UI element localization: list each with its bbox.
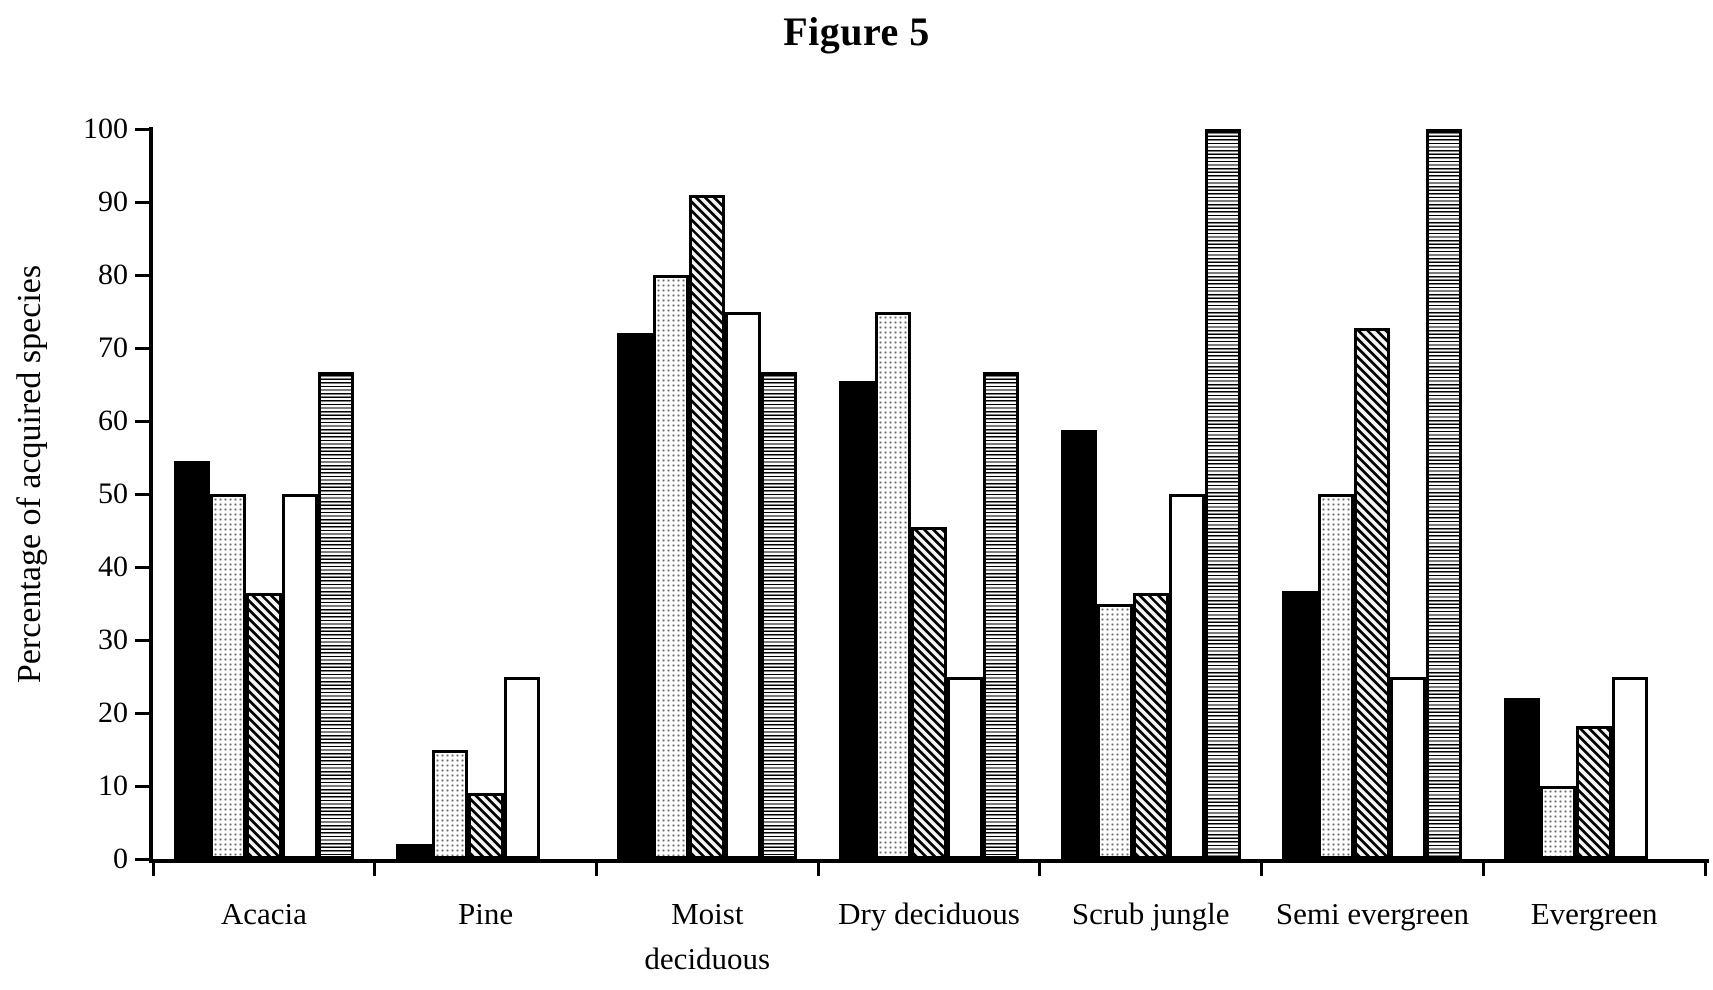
y-tick xyxy=(135,784,149,788)
plain-white-bar xyxy=(1612,676,1649,859)
y-tick-label: 0 xyxy=(113,842,128,875)
diagonal-hatch-bar xyxy=(1576,726,1613,859)
solid-black-bar xyxy=(173,461,210,859)
bar-group-dry-deciduous xyxy=(818,129,1040,859)
solid-black-bar xyxy=(838,380,875,859)
fine-dots-bar xyxy=(209,494,246,859)
plain-white-bar xyxy=(1390,676,1427,859)
plain-white-bar xyxy=(725,311,762,859)
y-tick xyxy=(135,273,149,277)
diagonal-hatch-bar xyxy=(689,195,726,859)
solid-black-bar xyxy=(1504,698,1541,859)
y-tick-label: 40 xyxy=(98,550,128,583)
bar-group-pine xyxy=(375,129,597,859)
solid-black-bar xyxy=(395,844,432,859)
fine-dots-bar xyxy=(653,275,690,859)
bar-group-scrub-jungle xyxy=(1040,129,1262,859)
solid-black-bar xyxy=(1060,429,1097,859)
x-axis-category-label: Scrub jungle xyxy=(1071,896,1230,931)
y-tick-label: 50 xyxy=(98,477,128,510)
solid-black-bar xyxy=(1282,591,1319,859)
y-tick-label: 90 xyxy=(98,185,128,218)
y-tick-label: 60 xyxy=(98,404,128,437)
fine-dots-bar xyxy=(431,749,468,859)
x-tick xyxy=(151,861,155,876)
plain-white-bar xyxy=(503,676,540,859)
horizontal-stripes-bar xyxy=(982,372,1019,859)
x-axis-category-label: Semi evergreen xyxy=(1275,896,1469,931)
fine-dots-bar xyxy=(1096,603,1133,859)
plot-area: 0 10 20 30 40 50 60 70 80 90 100 Acacia Pine Moist de… xyxy=(83,114,1709,976)
horizontal-stripes-bar xyxy=(1204,129,1241,859)
y-tick xyxy=(135,711,149,715)
bar-group-semi-evergreen xyxy=(1262,129,1484,859)
x-axis-category-label: Moist deciduous xyxy=(644,896,771,976)
y-tick xyxy=(135,127,149,131)
plain-white-bar xyxy=(946,676,983,859)
x-tick xyxy=(1260,861,1264,876)
horizontal-stripes-bar xyxy=(1426,129,1463,859)
y-tick xyxy=(135,346,149,350)
x-axis-category-label: Evergreen xyxy=(1530,896,1658,931)
y-tick-label: 10 xyxy=(98,769,128,802)
y-tick-label: 30 xyxy=(98,623,128,656)
y-tick-label: 100 xyxy=(83,112,128,145)
diagonal-hatch-bar xyxy=(910,526,947,859)
bar-group-moist-deciduous xyxy=(596,129,818,859)
bar-group-acacia xyxy=(153,129,375,859)
y-axis-label: Percentage of acquired species xyxy=(11,264,48,684)
x-axis-category-label: Dry deciduous xyxy=(838,896,1020,931)
y-tick xyxy=(135,419,149,423)
diagonal-hatch-bar xyxy=(1354,328,1391,859)
y-tick-label: 70 xyxy=(98,331,128,364)
x-tick xyxy=(816,861,820,876)
y-tick xyxy=(135,638,149,642)
x-tick xyxy=(1481,861,1485,876)
diagonal-hatch-bar xyxy=(1132,593,1169,859)
diagonal-hatch-bar xyxy=(245,593,282,859)
diagonal-hatch-bar xyxy=(467,792,504,859)
plain-white-bar xyxy=(1168,494,1205,859)
x-tick xyxy=(594,861,598,876)
y-tick-label: 20 xyxy=(98,696,128,729)
solid-black-bar xyxy=(617,333,654,859)
y-tick xyxy=(135,857,149,861)
x-tick xyxy=(1703,861,1707,876)
x-axis-category-label: Pine xyxy=(457,896,514,931)
x-axis-line xyxy=(149,859,1709,863)
x-axis-category-label: Acacia xyxy=(220,896,307,931)
bar-group-evergreen xyxy=(1483,129,1705,859)
fine-dots-bar xyxy=(874,311,911,859)
x-tick xyxy=(1038,861,1042,876)
x-tick xyxy=(373,861,377,876)
horizontal-stripes-bar xyxy=(761,372,798,859)
horizontal-stripes-bar xyxy=(317,372,354,859)
y-axis-line xyxy=(149,127,153,863)
figure-title: Figure 5 xyxy=(783,9,930,54)
y-tick xyxy=(135,492,149,496)
y-tick xyxy=(135,200,149,204)
fine-dots-bar xyxy=(1540,786,1577,859)
fine-dots-bar xyxy=(1318,494,1355,859)
y-tick-label: 80 xyxy=(98,258,128,291)
y-tick xyxy=(135,565,149,569)
plain-white-bar xyxy=(281,494,318,859)
